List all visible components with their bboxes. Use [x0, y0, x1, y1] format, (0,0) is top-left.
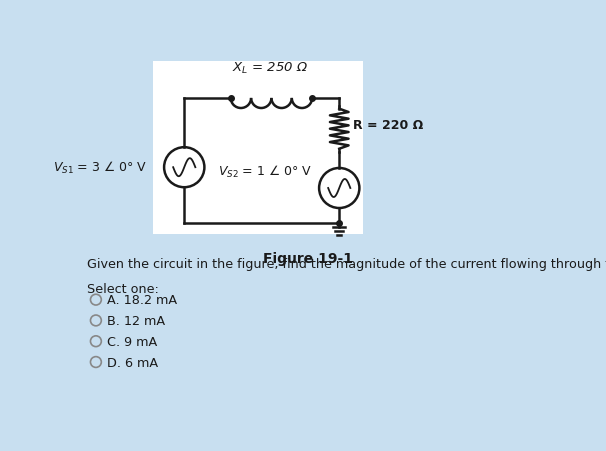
- Text: D. 6 mA: D. 6 mA: [107, 356, 158, 369]
- Text: R = 220 Ω: R = 220 Ω: [353, 118, 424, 131]
- Text: A. 18.2 mA: A. 18.2 mA: [107, 294, 177, 307]
- Text: $V_{S1}$ = 3 ∠ 0° V: $V_{S1}$ = 3 ∠ 0° V: [53, 160, 147, 176]
- Text: Given the circuit in the figure, find the magnitude of the current flowing throu: Given the circuit in the figure, find th…: [87, 258, 606, 271]
- FancyBboxPatch shape: [153, 62, 362, 235]
- Text: Select one:: Select one:: [87, 282, 159, 295]
- Text: C. 9 mA: C. 9 mA: [107, 335, 157, 348]
- Text: B. 12 mA: B. 12 mA: [107, 314, 165, 327]
- Text: Figure 19-1: Figure 19-1: [263, 252, 353, 266]
- Text: $X_L$ = 250 Ω: $X_L$ = 250 Ω: [232, 60, 308, 76]
- Text: $V_{S2}$ = 1 ∠ 0° V: $V_{S2}$ = 1 ∠ 0° V: [218, 164, 312, 179]
